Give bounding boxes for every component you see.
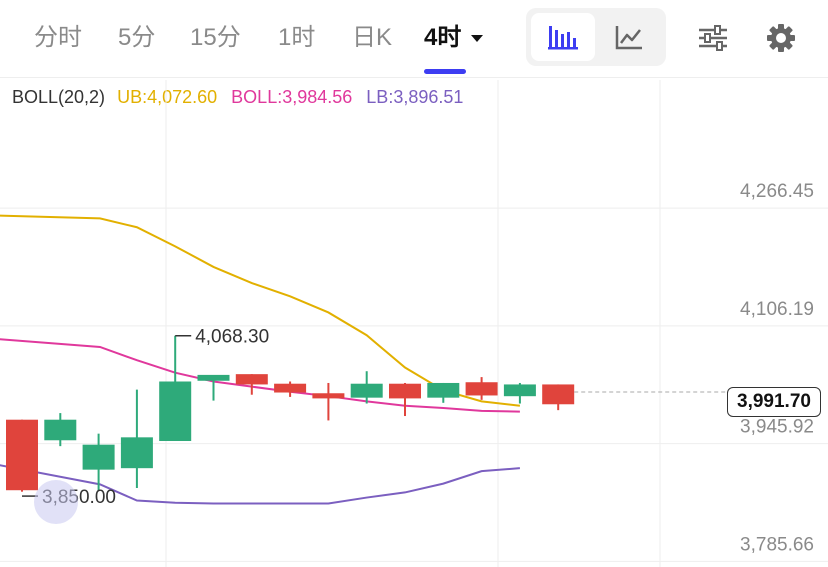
candle-body[interactable]: [6, 419, 38, 491]
candle-body[interactable]: [120, 437, 153, 469]
sliders-icon[interactable]: [697, 22, 729, 54]
candlestick-bars-icon: [548, 26, 578, 50]
candle-body[interactable]: [312, 393, 345, 399]
tab-4hour[interactable]: 4时: [424, 20, 484, 56]
caret-down-icon[interactable]: [471, 35, 484, 43]
candle-body[interactable]: [350, 383, 383, 398]
indicator-name[interactable]: BOLL(20,2): [12, 87, 106, 107]
gear-icon[interactable]: [765, 22, 797, 54]
candle-body[interactable]: [542, 384, 575, 405]
candle-body[interactable]: [274, 383, 307, 393]
y-tick-label: 3,945.92: [740, 417, 814, 438]
tab-1hour[interactable]: 1时: [278, 24, 316, 51]
candle-body[interactable]: [44, 419, 77, 441]
legend-lb: LB:3,896.51: [366, 87, 464, 107]
chart-type-toggle: [526, 8, 666, 66]
candlestick-chart-button[interactable]: [531, 13, 595, 61]
tab-15min[interactable]: 15分: [190, 24, 241, 51]
active-tab-indicator: [424, 69, 466, 74]
candle-body[interactable]: [465, 382, 498, 396]
tab-5min[interactable]: 5分: [118, 24, 156, 51]
extreme-value-label: 4,068.30: [195, 327, 269, 348]
candle-body[interactable]: [235, 374, 268, 385]
tab-timeshare[interactable]: 分时: [34, 24, 82, 51]
line-chart-button[interactable]: [597, 13, 661, 61]
line-chart-icon: [615, 26, 642, 50]
legend-boll: BOLL:3,984.56: [231, 87, 353, 107]
candle-body[interactable]: [503, 384, 536, 397]
legend-ub: UB:4,072.60: [117, 87, 218, 107]
candle-body[interactable]: [159, 381, 192, 442]
candle-body[interactable]: [82, 444, 115, 470]
current-price-tag: 3,991.70: [727, 387, 821, 417]
candle-body[interactable]: [427, 382, 460, 398]
timeframe-tab-bar: 分时 5分 15分 1时 日K 4时: [0, 0, 828, 78]
tab-4hour-label: 4时: [424, 24, 462, 51]
tab-daily[interactable]: 日K: [352, 24, 393, 51]
y-tick-label: 4,266.45: [740, 181, 814, 202]
candle-body[interactable]: [197, 374, 230, 381]
candle-body[interactable]: [389, 383, 421, 399]
zoom-gesture-icon[interactable]: [34, 480, 78, 524]
y-tick-label: 3,785.66: [740, 534, 814, 555]
boll-legend: BOLL(20,2) UB:4,072.60 BOLL:3,984.56 LB:…: [12, 86, 472, 108]
lb-band-line: [0, 464, 520, 505]
y-tick-label: 4,106.19: [740, 299, 814, 320]
